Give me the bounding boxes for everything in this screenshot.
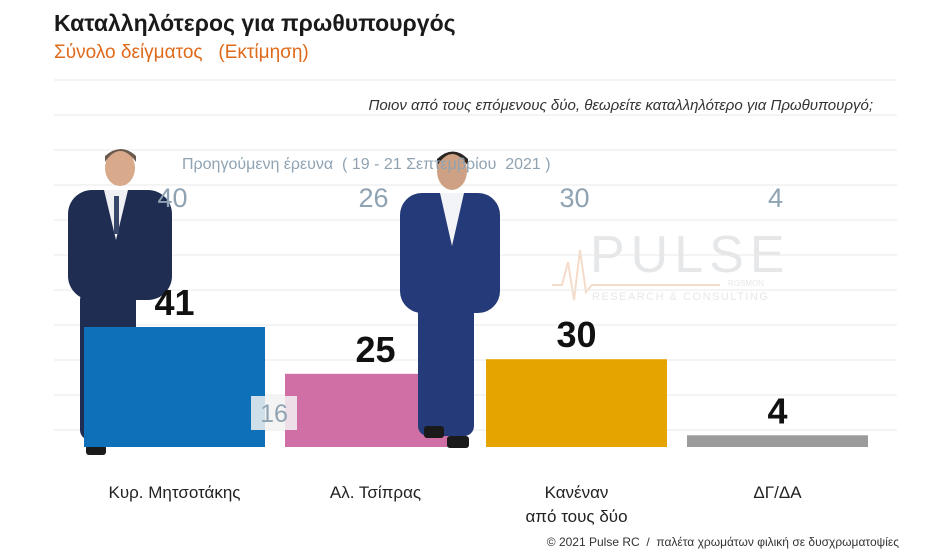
- category-label: ΔΓ/ΔΑ: [753, 483, 802, 502]
- value-labels: 41 25 30 4: [154, 282, 787, 431]
- category-labels: Κυρ. Μητσοτάκης Αλ. Τσίπρας Κανέναν από του…: [109, 483, 803, 526]
- bar-value-label: 4: [767, 390, 787, 431]
- category-label: Κυρ. Μητσοτάκης: [109, 483, 241, 502]
- bar-value-label: 25: [355, 329, 395, 370]
- category-label: από τους δύο: [525, 507, 627, 526]
- page-subtitle: Σύνολο δείγματος (Εκτίμηση): [54, 42, 309, 63]
- watermark-small: ROSMON: [728, 279, 764, 288]
- bar: [486, 359, 667, 447]
- previous-survey-label: Προηγούμενη έρευνα ( 19 - 21 Σεπτεμβρίου…: [182, 156, 551, 173]
- previous-value-label: 30: [559, 183, 589, 213]
- category-label: Αλ. Τσίπρας: [330, 483, 421, 502]
- page-title: Καταλληλότερος για πρωθυπουργός: [54, 10, 456, 36]
- bar: [84, 327, 265, 447]
- previous-value-label: 40: [157, 183, 187, 213]
- previous-survey-values: 40 26 30 4: [157, 183, 783, 213]
- extra-annotation-box: 16: [251, 396, 297, 430]
- extra-annotation-value: 16: [260, 400, 288, 428]
- category-label: Κανέναν: [545, 483, 609, 502]
- watermark-tagline: RESEARCH & CONSULTING: [592, 291, 769, 303]
- bars: [84, 327, 868, 447]
- footer-credit: © 2021 Pulse RC / παλέτα χρωμάτων φιλική…: [546, 535, 899, 549]
- survey-question: Ποιον από τους επόμενους δύο, θεωρείτε κ…: [368, 97, 873, 114]
- person-photo-tsipras: [400, 151, 500, 448]
- bar: [687, 435, 868, 447]
- bar-value-label: 41: [154, 282, 194, 323]
- pulse-heartbeat-icon: [552, 249, 720, 301]
- previous-value-label: 4: [768, 183, 783, 213]
- bar-value-label: 30: [556, 314, 596, 355]
- previous-value-label: 26: [358, 183, 388, 213]
- pulse-watermark: PULSE ROSMON RESEARCH & CONSULTING: [552, 226, 785, 303]
